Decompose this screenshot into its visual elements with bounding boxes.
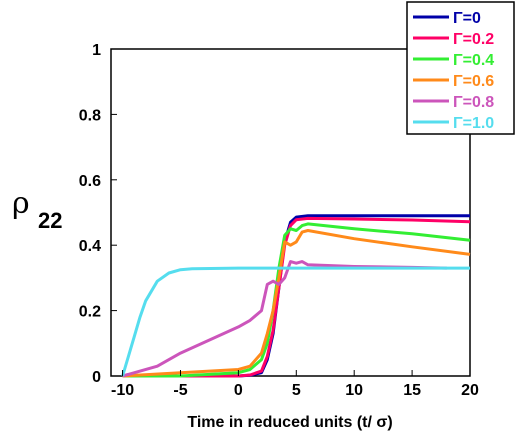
legend-label: Γ=0.2 (453, 31, 494, 48)
y-tick-label: 0.6 (79, 173, 101, 190)
series-line-5 (121, 266, 470, 377)
x-tick-label: 20 (461, 382, 479, 399)
series-group (121, 214, 471, 378)
x-tick-label: -10 (111, 382, 134, 399)
x-tick-label: 15 (403, 382, 421, 399)
legend-label: Γ=0.8 (453, 94, 494, 111)
y-axis-label-symbol: ρ (12, 186, 30, 221)
y-tick-label: 0.8 (79, 107, 101, 124)
y-axis-ticks: 0 0.2 0.4 0.6 0.8 1 (79, 42, 117, 386)
x-tick-label: 5 (292, 382, 301, 399)
legend-label: Γ=0.4 (453, 52, 494, 69)
legend-box (406, 1, 515, 135)
y-tick-label: 0.4 (79, 238, 101, 255)
x-tick-label: 10 (345, 382, 363, 399)
legend-label: Γ=0.6 (453, 73, 494, 90)
y-tick-label: 0.2 (79, 304, 101, 321)
legend: Γ=0 Γ=0.2 Γ=0.4 Γ=0.6 Γ=0.8 Γ=1.0 (406, 1, 515, 135)
series-line-3 (122, 229, 471, 378)
x-axis-label: Time in reduced units (t/ σ) (187, 414, 392, 431)
x-tick-label: 0 (234, 382, 243, 399)
series-line-4 (122, 260, 447, 378)
y-tick-label: 1 (92, 42, 101, 59)
x-axis-ticks: -10 -5 0 5 10 15 20 (111, 370, 479, 399)
legend-label: Γ=1.0 (453, 115, 494, 132)
legend-label: Γ=0 (453, 10, 481, 27)
x-tick-label: -5 (173, 382, 187, 399)
y-tick-label: 0 (92, 369, 101, 386)
y-axis-label-subscript: 22 (38, 208, 62, 233)
